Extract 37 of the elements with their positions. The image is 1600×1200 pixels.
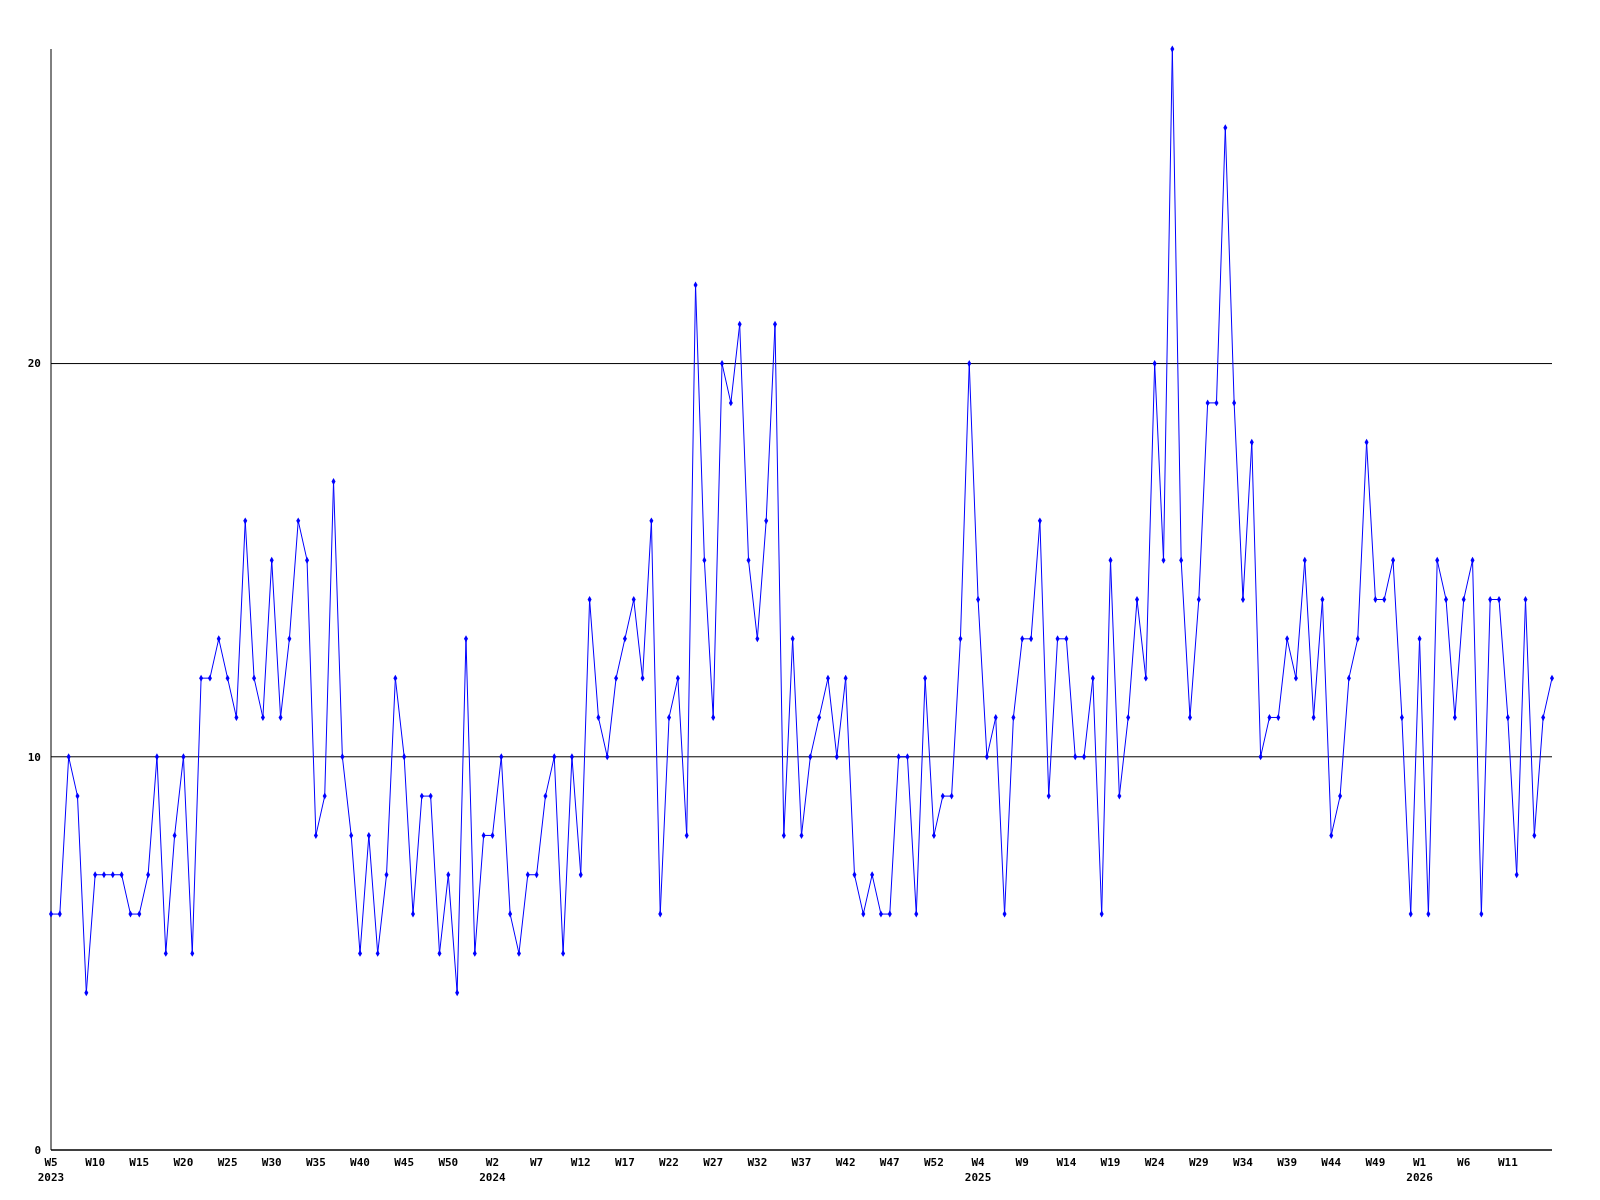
x-tick-label: W24 [1144,1156,1165,1169]
x-tick-label: W17 [614,1156,635,1169]
x-tick-label: W52 [924,1156,944,1169]
x-tick-label: W49 [1365,1156,1386,1169]
x-tick-label: W25 [217,1156,238,1169]
x-tick-label: W47 [879,1156,900,1169]
x-tick-label: W39 [1277,1156,1298,1169]
x-tick-label: W6 [1457,1156,1471,1169]
x-tick-label: W29 [1188,1156,1209,1169]
x-tick-label: W37 [791,1156,812,1169]
x-tick-label: W5 2023 [37,1156,65,1184]
x-tick-label: W15 [129,1156,150,1169]
x-tick-label: W4 2025 [964,1156,992,1184]
x-tick-label: W7 [529,1156,544,1169]
x-tick-label: W20 [173,1156,194,1169]
x-tick-label: W32 [747,1156,768,1169]
x-tick-label: W1 2026 [1406,1156,1434,1184]
y-tick-label: 20 [27,357,41,371]
x-tick-label: W34 [1233,1156,1254,1169]
x-tick-label: W2 2024 [479,1156,507,1184]
y-tick-label: 0 [34,1143,41,1157]
x-tick-label: W35 [305,1156,326,1169]
x-tick-label: W30 [261,1156,282,1169]
x-tick-label: W44 [1321,1156,1342,1169]
x-tick-label: W45 [394,1156,415,1169]
x-tick-label: W50 [438,1156,459,1169]
x-tick-label: W19 [1100,1156,1121,1169]
x-tick-label: W27 [703,1156,724,1169]
x-tick-label: W9 [1015,1156,1029,1169]
x-tick-label: W40 [350,1156,370,1169]
x-tick-label: W10 [85,1156,106,1169]
x-tick-label: W22 [659,1156,679,1169]
x-tick-label: W11 [1497,1156,1519,1169]
y-tick-label: 10 [27,750,41,764]
x-tick-label: W42 [835,1156,856,1169]
x-tick-label: W14 [1056,1156,1077,1169]
x-tick-label: W12 [570,1156,591,1169]
